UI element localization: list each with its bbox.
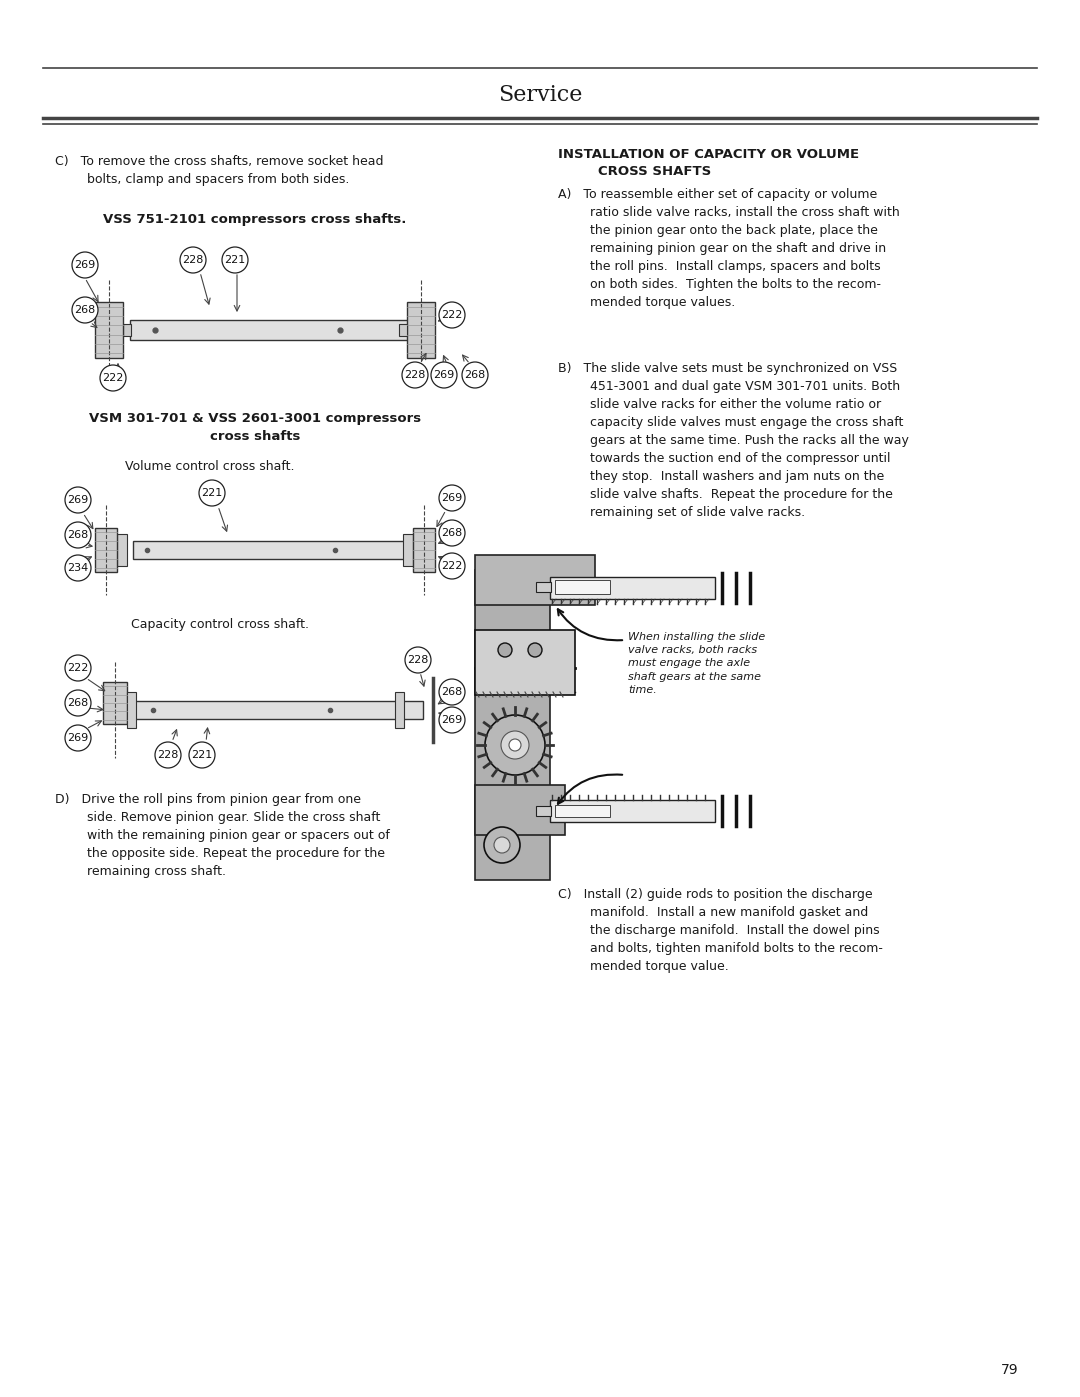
FancyBboxPatch shape	[130, 320, 415, 339]
Text: 228: 228	[158, 750, 178, 760]
Circle shape	[438, 553, 465, 578]
Text: VSS 751-2101 compressors cross shafts.: VSS 751-2101 compressors cross shafts.	[104, 212, 407, 226]
Text: 228: 228	[407, 655, 429, 665]
FancyBboxPatch shape	[475, 570, 550, 880]
Circle shape	[199, 481, 225, 506]
FancyBboxPatch shape	[536, 583, 551, 592]
FancyBboxPatch shape	[413, 528, 435, 571]
Text: 269: 269	[442, 493, 462, 503]
Circle shape	[484, 827, 519, 863]
Circle shape	[65, 522, 91, 548]
Text: Capacity control cross shaft.: Capacity control cross shaft.	[131, 617, 309, 631]
FancyBboxPatch shape	[133, 541, 413, 559]
Text: 268: 268	[442, 687, 462, 697]
Circle shape	[438, 707, 465, 733]
FancyBboxPatch shape	[103, 682, 127, 724]
Text: 268: 268	[67, 529, 89, 541]
Text: D)   Drive the roll pins from pinion gear from one
        side. Remove pinion g: D) Drive the roll pins from pinion gear …	[55, 793, 390, 877]
Circle shape	[65, 690, 91, 717]
Text: 269: 269	[67, 495, 89, 504]
Text: 222: 222	[67, 664, 89, 673]
Text: 228: 228	[404, 370, 426, 380]
Circle shape	[494, 837, 510, 854]
Text: 79: 79	[1001, 1363, 1018, 1377]
Text: Volume control cross shaft.: Volume control cross shaft.	[125, 460, 295, 474]
Circle shape	[402, 362, 428, 388]
Circle shape	[462, 362, 488, 388]
Circle shape	[180, 247, 206, 272]
Text: 268: 268	[442, 528, 462, 538]
FancyBboxPatch shape	[550, 800, 715, 821]
Circle shape	[72, 298, 98, 323]
FancyBboxPatch shape	[133, 701, 423, 719]
Circle shape	[438, 679, 465, 705]
Circle shape	[438, 302, 465, 328]
FancyBboxPatch shape	[403, 534, 413, 566]
Text: cross shafts: cross shafts	[210, 430, 300, 443]
Text: 228: 228	[183, 256, 204, 265]
FancyBboxPatch shape	[117, 534, 127, 566]
Text: 222: 222	[103, 373, 124, 383]
FancyBboxPatch shape	[127, 692, 136, 728]
Text: 221: 221	[201, 488, 222, 497]
Circle shape	[509, 739, 521, 752]
Circle shape	[100, 365, 126, 391]
Text: Service: Service	[498, 84, 582, 106]
Text: 221: 221	[225, 256, 245, 265]
Circle shape	[431, 362, 457, 388]
FancyBboxPatch shape	[407, 302, 435, 358]
Circle shape	[189, 742, 215, 768]
Text: C)   Install (2) guide rods to position the discharge
        manifold.  Install: C) Install (2) guide rods to position th…	[558, 888, 882, 972]
Circle shape	[485, 715, 545, 775]
FancyBboxPatch shape	[555, 580, 610, 594]
Circle shape	[528, 643, 542, 657]
Text: 268: 268	[67, 698, 89, 708]
Text: 269: 269	[442, 715, 462, 725]
Text: 222: 222	[442, 562, 462, 571]
Circle shape	[72, 251, 98, 278]
Circle shape	[498, 643, 512, 657]
Circle shape	[65, 725, 91, 752]
FancyBboxPatch shape	[475, 785, 565, 835]
Text: INSTALLATION OF CAPACITY OR VOLUME: INSTALLATION OF CAPACITY OR VOLUME	[558, 148, 859, 161]
FancyBboxPatch shape	[95, 528, 117, 571]
FancyBboxPatch shape	[550, 577, 715, 599]
Text: When installing the slide
valve racks, both racks
must engage the axle
shaft gea: When installing the slide valve racks, b…	[627, 631, 766, 694]
FancyBboxPatch shape	[475, 630, 575, 694]
Text: 269: 269	[67, 733, 89, 743]
Circle shape	[501, 731, 529, 759]
Text: A)   To reassemble either set of capacity or volume
        ratio slide valve ra: A) To reassemble either set of capacity …	[558, 189, 900, 309]
Text: CROSS SHAFTS: CROSS SHAFTS	[598, 165, 712, 177]
Circle shape	[438, 485, 465, 511]
FancyBboxPatch shape	[555, 805, 610, 817]
FancyBboxPatch shape	[123, 324, 131, 337]
Text: 222: 222	[442, 310, 462, 320]
Circle shape	[405, 647, 431, 673]
Circle shape	[65, 655, 91, 680]
Text: 234: 234	[67, 563, 89, 573]
Text: 221: 221	[191, 750, 213, 760]
Text: C)   To remove the cross shafts, remove socket head
        bolts, clamp and spa: C) To remove the cross shafts, remove so…	[55, 155, 383, 186]
Text: 268: 268	[464, 370, 486, 380]
Text: 268: 268	[75, 305, 96, 314]
FancyBboxPatch shape	[95, 302, 123, 358]
Text: 269: 269	[433, 370, 455, 380]
Text: B)   The slide valve sets must be synchronized on VSS
        451-3001 and dual : B) The slide valve sets must be synchron…	[558, 362, 909, 520]
Circle shape	[65, 555, 91, 581]
FancyBboxPatch shape	[536, 806, 551, 816]
Text: VSM 301-701 & VSS 2601-3001 compressors: VSM 301-701 & VSS 2601-3001 compressors	[89, 412, 421, 425]
Circle shape	[438, 520, 465, 546]
FancyBboxPatch shape	[475, 555, 595, 605]
FancyBboxPatch shape	[395, 692, 404, 728]
FancyBboxPatch shape	[399, 324, 407, 337]
Circle shape	[156, 742, 181, 768]
Text: 269: 269	[75, 260, 96, 270]
Circle shape	[65, 488, 91, 513]
Circle shape	[222, 247, 248, 272]
